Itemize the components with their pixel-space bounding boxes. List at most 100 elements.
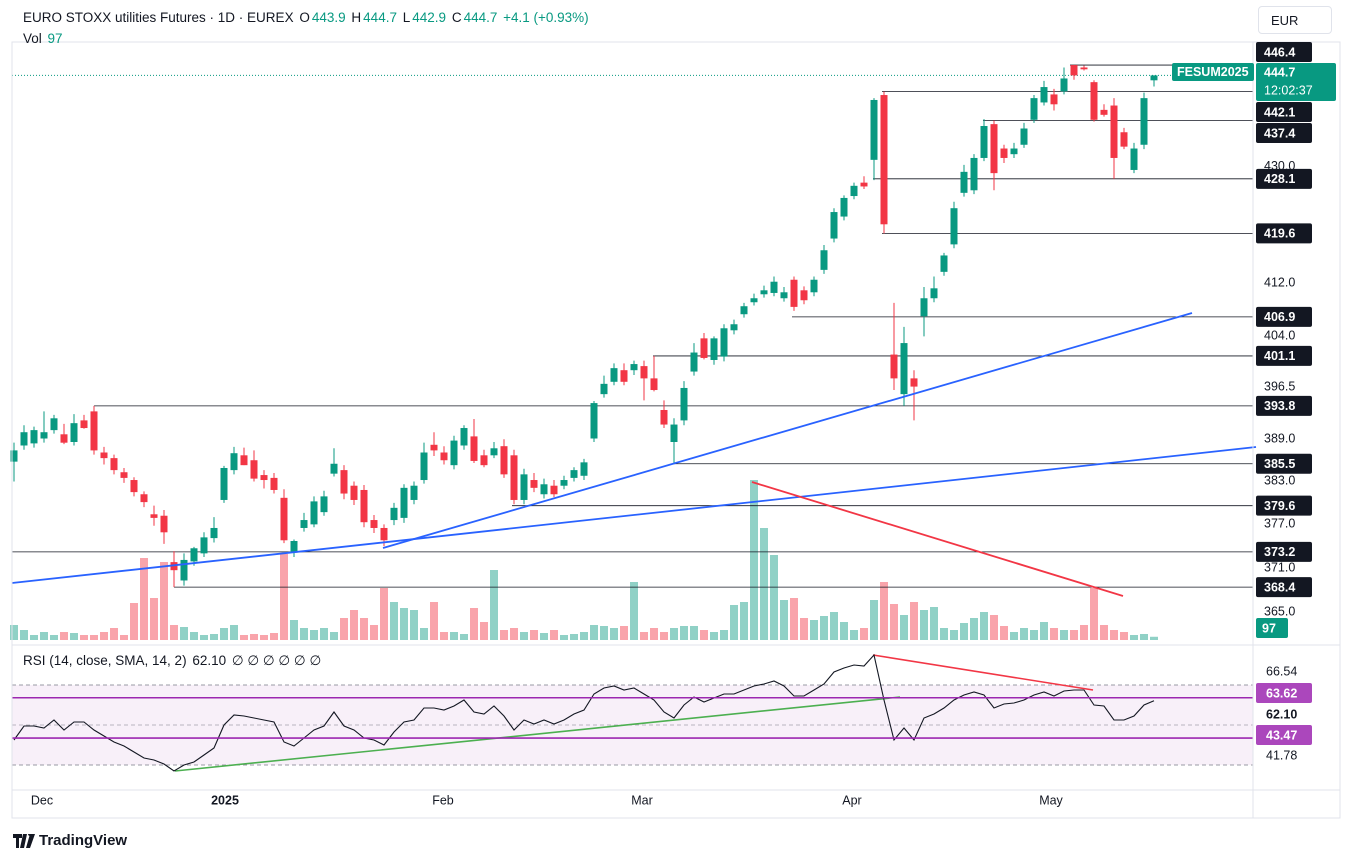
volume-bar (70, 633, 78, 640)
volume-bar (830, 612, 838, 640)
low-value: 442.9 (412, 10, 447, 25)
x-tick-label: 2025 (211, 793, 239, 807)
candle-body (500, 446, 508, 475)
level-label: 419.6 (1264, 227, 1295, 241)
volume-bar (1030, 630, 1038, 640)
volume-bar (650, 628, 658, 640)
candle-body (1100, 109, 1108, 115)
candle-body (30, 430, 38, 444)
volume-bar (700, 630, 708, 640)
candle-body (610, 368, 618, 382)
volume-bar (150, 598, 158, 640)
x-tick-label: Apr (842, 793, 861, 807)
candle-body (650, 378, 658, 391)
candle-body (1060, 78, 1068, 92)
candle-body (70, 423, 78, 442)
level-label: 393.8 (1264, 399, 1295, 413)
volume-bar (330, 632, 338, 640)
x-tick-label: May (1039, 793, 1063, 807)
volume-bar (50, 635, 58, 640)
volume-bar (280, 554, 288, 640)
countdown: 12:02:37 (1264, 83, 1313, 97)
candle-body (130, 480, 138, 493)
level-label-box (1256, 395, 1312, 416)
ohlc-letter: L (402, 10, 411, 25)
candle-body (670, 424, 678, 442)
candle-body (310, 501, 318, 525)
volume-bar (880, 582, 888, 640)
y-tick-label: 371.0 (1264, 560, 1295, 574)
volume-bar (20, 630, 28, 640)
candle-body (260, 475, 268, 481)
brand-logo (13, 833, 35, 848)
volume-bar (380, 588, 388, 640)
rsi-layer (12, 653, 1253, 772)
volume-bar (500, 630, 508, 640)
rsi-band-box (1256, 724, 1312, 745)
volume-bar (1060, 630, 1068, 640)
volume-bar (610, 628, 618, 640)
volume-bar (760, 528, 768, 640)
volume-bar (950, 630, 958, 640)
candle-body (930, 288, 938, 299)
candle-body (90, 411, 98, 451)
currency-button[interactable]: EUR (1258, 6, 1332, 34)
volume-bar (140, 558, 148, 640)
candle-body (980, 126, 988, 158)
candle-body (770, 281, 778, 293)
candle-body (10, 450, 18, 462)
volume-bar (920, 610, 928, 640)
candle-body (1000, 148, 1008, 158)
volume-bar (340, 618, 348, 640)
volume-bar (1040, 622, 1048, 640)
volume-bar (840, 622, 848, 640)
candle-body (840, 197, 848, 217)
volume-bar (520, 632, 528, 640)
volume-bar (940, 628, 948, 640)
candle-body (1080, 67, 1088, 70)
level-label: 446.4 (1264, 45, 1295, 59)
level-label-box (1256, 541, 1312, 562)
volume-bar (130, 603, 138, 640)
volume-bar (900, 615, 908, 640)
level-label: 442.1 (1264, 105, 1295, 119)
volume-bar (300, 628, 308, 640)
candle-body (950, 208, 958, 245)
volume-bar (810, 620, 818, 640)
volume-bar (400, 608, 408, 640)
candle-body (250, 460, 258, 479)
volume-bar (580, 632, 588, 640)
axis-layer: 430.0412.0404.0396.5389.0383.0377.0371.0… (31, 42, 1336, 807)
candle-body (390, 507, 398, 521)
volume-bar (860, 628, 868, 640)
volume-bar (1010, 632, 1018, 640)
candle-body (1010, 148, 1018, 155)
candle-body (900, 343, 908, 395)
candle-body (710, 338, 718, 360)
volume-bar (1020, 628, 1028, 640)
candle-body (990, 124, 998, 174)
candle-body (660, 409, 668, 425)
candle-body (640, 366, 648, 379)
volume-bar (930, 607, 938, 640)
volume-bar (100, 632, 108, 640)
high-value: 444.7 (363, 10, 397, 25)
volume-bar (1090, 588, 1098, 640)
volume-bar (550, 630, 558, 640)
candle-body (280, 497, 288, 541)
candle-body (1070, 65, 1078, 76)
candle-body (590, 403, 598, 439)
candle-body (1130, 148, 1138, 170)
candle-body (450, 440, 458, 466)
candle-body (340, 470, 348, 494)
candle-body (580, 462, 588, 476)
rsi-value-label: 62.10 (1266, 707, 1297, 721)
ohlc-letter: C (451, 10, 462, 25)
volume-bar (980, 612, 988, 640)
candle-body (830, 212, 838, 239)
volume-bar (690, 626, 698, 640)
volume-bar (260, 635, 268, 640)
rsi-nulls: ∅ ∅ ∅ ∅ ∅ ∅ (231, 653, 322, 668)
volume-bar (680, 626, 688, 640)
